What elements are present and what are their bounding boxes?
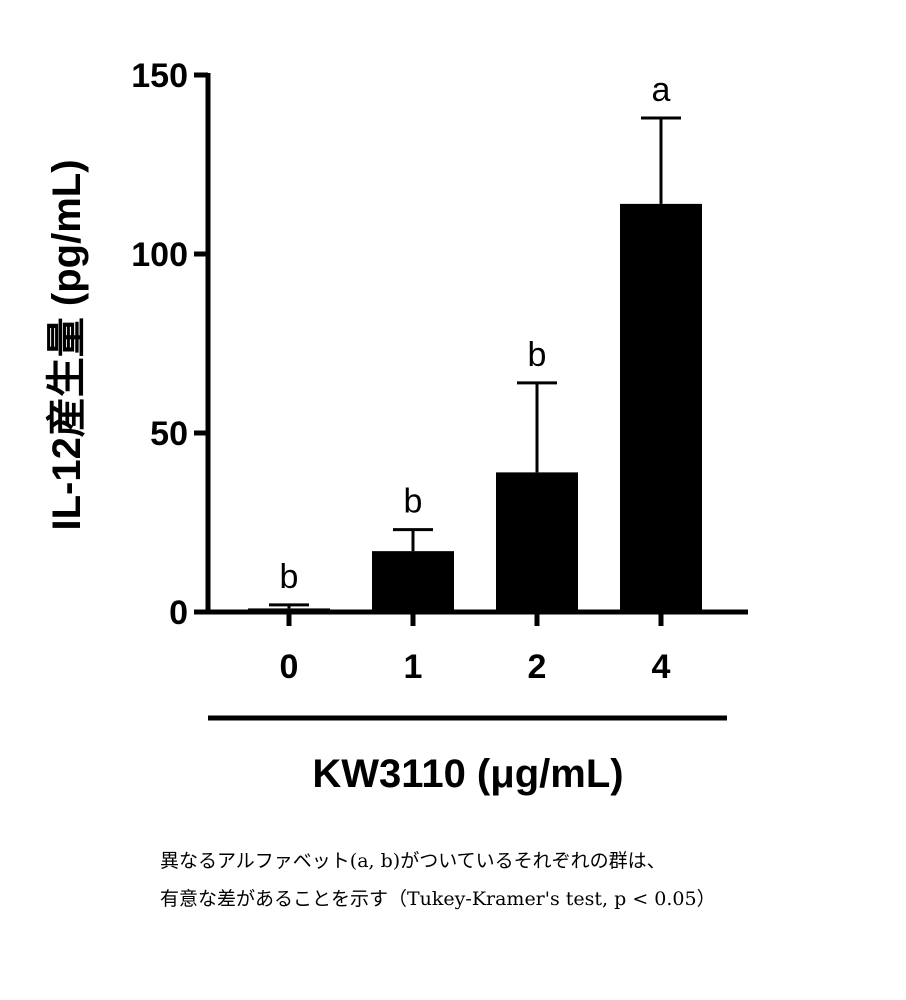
bar <box>372 551 454 612</box>
y-axis-label: IL-12産生量 (pg/mL) <box>45 159 89 530</box>
footnote-line-2: 有意な差があることを示す（Tukey-Kramer's test, p < 0.… <box>160 888 716 910</box>
axis-ticks <box>194 72 664 626</box>
significance-label: b <box>280 558 299 596</box>
bar <box>620 203 702 612</box>
y-tick-label: 100 <box>131 236 188 274</box>
y-tick-label: 50 <box>150 415 188 453</box>
error-bars <box>269 116 681 609</box>
bars <box>248 203 702 612</box>
y-tick-label: 0 <box>169 594 188 632</box>
y-tick-label: 150 <box>131 57 188 95</box>
significance-label: b <box>404 483 423 521</box>
significance-label: b <box>528 336 547 374</box>
x-tick-label: 1 <box>404 648 423 686</box>
y-tick-labels: 0 50 100 150 <box>131 57 188 632</box>
significance-label: a <box>652 71 671 109</box>
x-tick-labels: 0 1 2 4 <box>280 648 671 686</box>
bar <box>496 472 578 612</box>
significance-labels: b b b a <box>280 71 671 596</box>
x-tick-label: 4 <box>652 648 671 686</box>
footnote-line-1: 異なるアルファベット(a, b)がついているそれぞれの群は、 <box>160 850 666 872</box>
x-tick-label: 2 <box>528 648 547 686</box>
x-axis-label: KW3110 (μg/mL) <box>312 752 623 796</box>
x-tick-label: 0 <box>280 648 299 686</box>
